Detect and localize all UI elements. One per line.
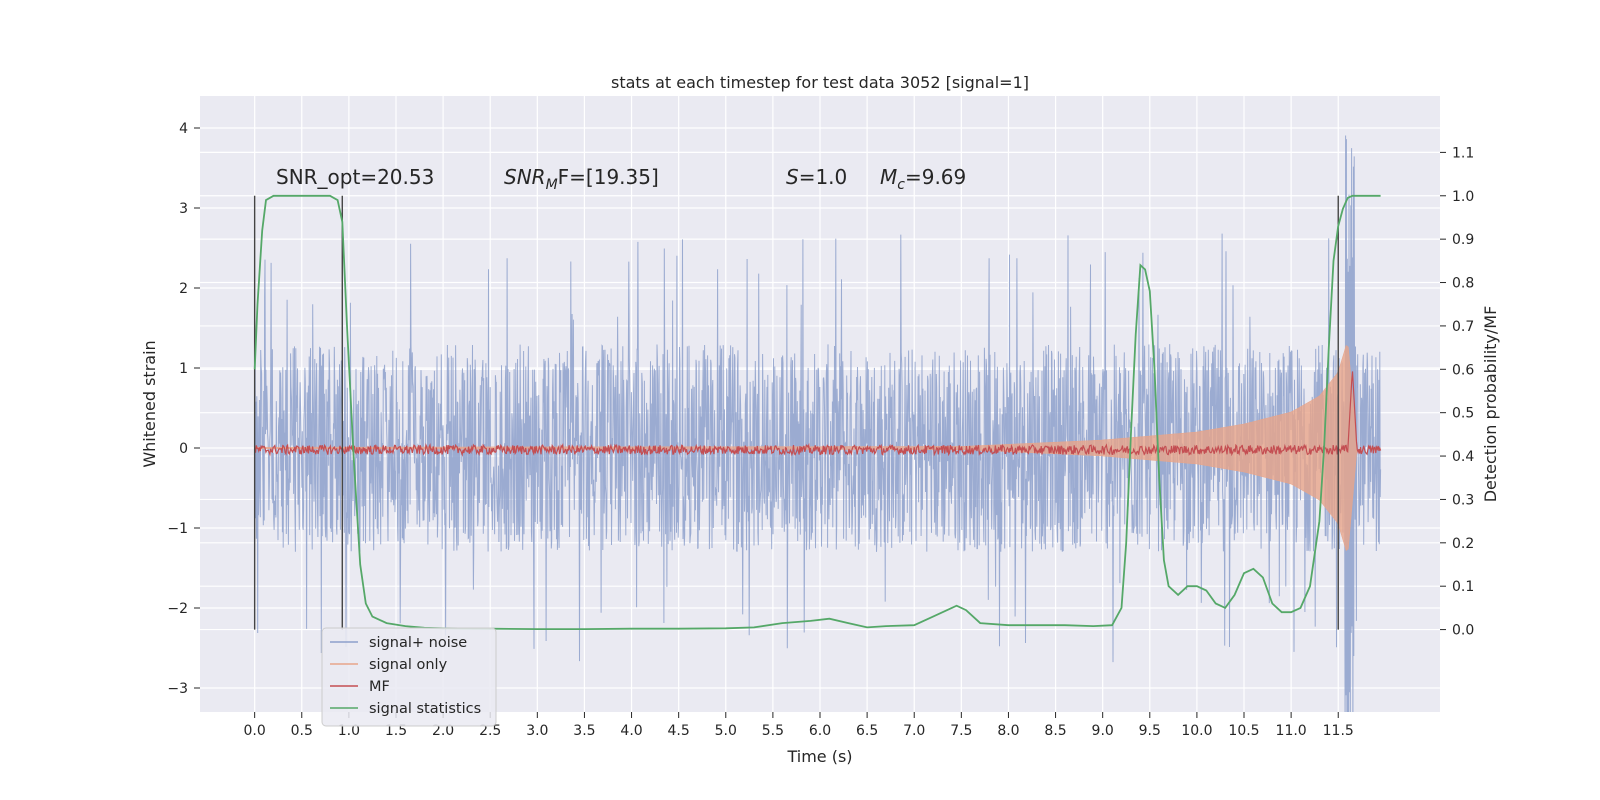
x-tick-label: 4.0 xyxy=(620,723,642,739)
series-signal-statistics xyxy=(253,194,1381,630)
y-axis-label-left: Whitened strain xyxy=(140,340,159,467)
x-tick-label: 9.5 xyxy=(1139,723,1161,739)
x-tick-label: 10.5 xyxy=(1228,723,1259,739)
x-tick-label: 8.5 xyxy=(1044,723,1066,739)
right-tick-label: 0.6 xyxy=(1452,362,1474,378)
x-tick-label: 5.5 xyxy=(762,723,784,739)
right-tick-label: 0.5 xyxy=(1452,406,1474,422)
left-tick-label: 1 xyxy=(179,361,188,377)
annotation-snr-mf: SNRMF=[19.35] xyxy=(504,165,659,193)
series-mf xyxy=(254,371,1382,457)
x-tick-label: 5.0 xyxy=(715,723,737,739)
legend-label-signal-only: signal only xyxy=(369,657,448,673)
right-tick-label: 0.3 xyxy=(1452,492,1474,508)
x-axis-label: Time (s) xyxy=(786,747,852,766)
right-tick-label: 0.1 xyxy=(1452,579,1474,595)
left-tick-label: 3 xyxy=(179,201,188,217)
grid xyxy=(200,96,1440,712)
annotation-snr-opt: SNR_opt=20.53 xyxy=(276,165,434,189)
right-tick-label: 0.7 xyxy=(1452,319,1474,335)
right-tick-labels: 0.0 0.1 0.2 0.3 0.4 0.5 0.6 0.7 0.8 0.9 1.0 1.1 xyxy=(1440,145,1474,639)
x-tick-label: 1.0 xyxy=(338,723,360,739)
right-tick-label: 0.8 xyxy=(1452,276,1474,292)
x-tick-label: 4.5 xyxy=(668,723,690,739)
right-tick-label: 0.0 xyxy=(1452,623,1474,639)
legend: signal+ noise signal only MF signal stat… xyxy=(321,627,497,727)
series-signal-noise xyxy=(254,135,1382,712)
legend-label-mf: MF xyxy=(369,679,390,695)
series-layer xyxy=(253,135,1382,712)
right-tick-label: 0.9 xyxy=(1452,232,1474,248)
annotation-mc: Mc=9.69 xyxy=(880,165,966,193)
left-tick-label: 4 xyxy=(179,121,188,137)
annotation-s: S=1.0 xyxy=(786,165,847,189)
right-tick-label: 0.4 xyxy=(1452,449,1474,465)
legend-label-signal-statistics: signal statistics xyxy=(369,701,481,717)
left-tick-label: 0 xyxy=(179,441,188,457)
x-tick-label: 6.5 xyxy=(856,723,878,739)
x-tick-label: 9.0 xyxy=(1092,723,1114,739)
x-tick-label: 7.5 xyxy=(950,723,972,739)
x-tick-label: 2.5 xyxy=(479,723,501,739)
x-tick-labels: 0.0 0.5 1.0 1.5 2.0 2.5 3.0 3.5 4.0 4.5 5.0 5.5 6.0 6… xyxy=(244,712,1354,739)
right-tick-label: 0.2 xyxy=(1452,536,1474,552)
x-tick-label: 3.0 xyxy=(526,723,548,739)
right-tick-label: 1.0 xyxy=(1452,189,1474,205)
x-tick-label: 0.0 xyxy=(244,723,266,739)
left-tick-label: −1 xyxy=(167,521,188,537)
right-tick-label: 1.1 xyxy=(1452,145,1474,161)
left-tick-label: −2 xyxy=(167,601,188,617)
left-tick-labels: −3 −2 −1 0 1 2 3 4 xyxy=(167,121,200,697)
x-tick-label: 2.0 xyxy=(432,723,454,739)
x-tick-label: 6.0 xyxy=(809,723,831,739)
x-tick-label: 11.5 xyxy=(1323,723,1354,739)
y-axis-label-right: Detection probability/MF xyxy=(1481,306,1500,503)
legend-box xyxy=(321,627,497,727)
left-tick-label: −3 xyxy=(167,681,188,697)
x-tick-label: 11.0 xyxy=(1276,723,1307,739)
x-tick-label: 7.0 xyxy=(903,723,925,739)
x-tick-label: 10.0 xyxy=(1181,723,1212,739)
legend-label-signal-noise: signal+ noise xyxy=(369,635,467,651)
vertical-markers xyxy=(253,195,1339,630)
x-tick-label: 8.0 xyxy=(997,723,1019,739)
left-tick-label: 2 xyxy=(179,281,188,297)
x-tick-label: 3.5 xyxy=(573,723,595,739)
x-tick-label: 1.5 xyxy=(385,723,407,739)
x-tick-label: 0.5 xyxy=(291,723,313,739)
chart-title: stats at each timestep for test data 305… xyxy=(611,73,1029,92)
